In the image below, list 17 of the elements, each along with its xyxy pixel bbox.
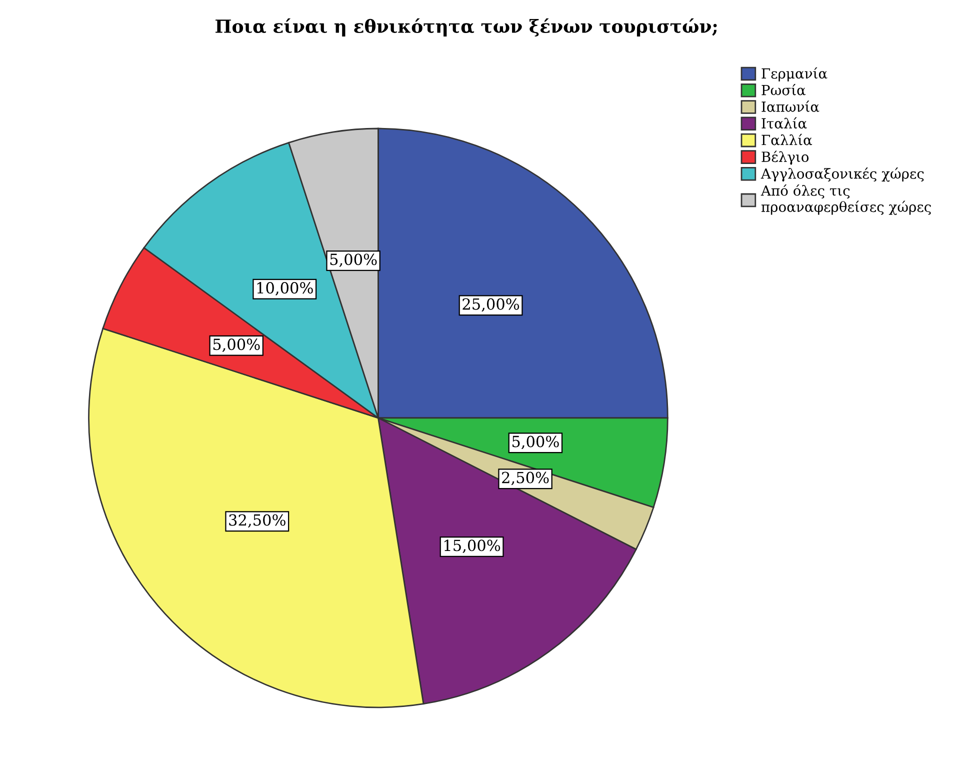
data-label: 2,50% — [502, 472, 549, 486]
legend-label: Αγγλοσαξονικές χώρες — [760, 168, 924, 182]
data-label: 25,00% — [462, 298, 520, 312]
data-label: 5,00% — [330, 254, 377, 268]
legend-label: Ιταλία — [762, 117, 807, 129]
legend-label: Ιαπωνία — [762, 100, 820, 112]
data-label: 32,50% — [229, 514, 286, 528]
legend-label: Γερμανία — [762, 67, 828, 82]
data-label: 15,00% — [444, 540, 500, 554]
data-label: 5,00% — [213, 338, 260, 352]
legend-label: Ρωσία — [762, 84, 806, 96]
legend-label: Από όλες τις προαναφερθείσες χώρες — [760, 184, 931, 215]
chart-title: Ποια είναι η εθνικότητα των ξένων τουριστών; — [216, 18, 717, 37]
legend-label: Βέλγιο — [762, 150, 809, 165]
data-label: 10,00% — [257, 282, 313, 296]
data-label: 5,00% — [512, 436, 559, 450]
legend-label: Γαλλία — [762, 134, 812, 146]
